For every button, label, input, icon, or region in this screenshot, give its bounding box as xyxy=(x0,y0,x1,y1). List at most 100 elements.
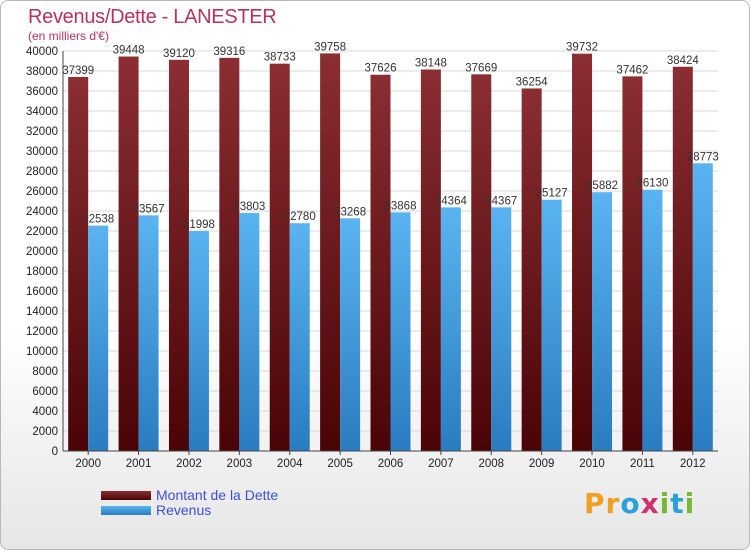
bar-revenus-2012 xyxy=(692,163,713,451)
y-tick-label: 6000 xyxy=(32,386,58,398)
logo-letter: r xyxy=(605,487,621,520)
y-tick-label: 18000 xyxy=(26,266,58,278)
value-label-revenus: 23803 xyxy=(233,201,265,213)
bar-dette-2011 xyxy=(622,76,643,451)
x-tick-label: 2002 xyxy=(176,458,202,470)
bar-dette-2004 xyxy=(269,63,290,452)
x-tick-label: 2008 xyxy=(478,458,504,470)
y-tick-label: 16000 xyxy=(26,286,58,298)
value-label-dette: 39316 xyxy=(213,46,245,58)
x-tick-label: 2005 xyxy=(327,458,353,470)
value-label-revenus: 24367 xyxy=(485,195,517,207)
x-tick-label: 2011 xyxy=(630,458,655,470)
y-tick-label: 8000 xyxy=(32,366,58,378)
value-label-revenus: 23868 xyxy=(385,200,417,212)
y-tick-label: 26000 xyxy=(26,186,58,198)
axes: 0 2000 4000 6000 8000 10000 12000 14000 16000 180… xyxy=(26,46,718,470)
value-label-dette: 39448 xyxy=(113,45,145,57)
bar-revenus-2007 xyxy=(440,207,461,451)
logo-letter: P xyxy=(584,487,606,520)
value-label-revenus: 22538 xyxy=(82,214,114,226)
y-tick-label: 40000 xyxy=(26,46,58,58)
y-tick-label: 30000 xyxy=(26,146,58,158)
y-tick-label: 12000 xyxy=(26,326,58,338)
x-tick-label: 2006 xyxy=(378,458,404,470)
value-label-dette: 37626 xyxy=(365,63,397,75)
value-label-dette: 38424 xyxy=(667,55,700,67)
value-label-revenus: 28773 xyxy=(687,151,719,163)
value-label-dette: 39120 xyxy=(163,48,195,60)
y-tick-label: 4000 xyxy=(32,406,58,418)
value-label-dette: 38733 xyxy=(264,52,296,64)
x-tick-label: 2004 xyxy=(277,458,303,470)
legend-swatch-revenus xyxy=(101,506,151,515)
legend-label-dette: Montant de la Dette xyxy=(156,487,279,503)
y-tick-label: 28000 xyxy=(26,166,58,178)
bar-revenus-2002 xyxy=(188,231,209,451)
bar-revenus-2008 xyxy=(491,207,512,451)
y-tick-label: 22000 xyxy=(26,226,58,238)
bar-revenus-2010 xyxy=(592,192,613,451)
logo-letter: i xyxy=(684,487,696,520)
value-labels: 37399 22538 39448 23567 39120 21998 39316 23803… xyxy=(62,41,719,231)
bar-dette-2006 xyxy=(370,74,391,452)
value-label-dette: 37399 xyxy=(62,65,94,77)
logo-letter: t xyxy=(670,487,685,520)
y-tick-label: 32000 xyxy=(26,126,58,138)
x-tick-label: 2000 xyxy=(75,458,101,470)
chart-subtitle: (en milliers d'€) xyxy=(28,29,109,43)
y-tick-label: 14000 xyxy=(26,306,58,318)
y-tick-label: 2000 xyxy=(32,426,58,438)
y-tick-label: 24000 xyxy=(26,206,58,218)
y-tick-label: 36000 xyxy=(26,86,58,98)
bar-dette-2001 xyxy=(118,56,139,452)
value-label-revenus: 21998 xyxy=(183,219,215,231)
bar-dette-2000 xyxy=(68,77,89,451)
value-label-dette: 39732 xyxy=(566,42,598,54)
value-label-revenus: 23567 xyxy=(133,203,165,215)
bar-revenus-2005 xyxy=(340,218,361,451)
bar-revenus-2004 xyxy=(289,223,310,451)
bar-dette-2003 xyxy=(219,57,240,452)
y-tick-label: 38000 xyxy=(26,66,58,78)
logo-letter: i xyxy=(659,487,671,520)
bar-dette-2005 xyxy=(320,53,341,452)
value-label-revenus: 25882 xyxy=(586,180,618,192)
bar-revenus-2000 xyxy=(88,225,109,451)
bar-dette-2002 xyxy=(168,59,189,452)
y-tick-label: 34000 xyxy=(26,106,58,118)
value-label-revenus: 24364 xyxy=(435,195,468,207)
value-label-revenus: 22780 xyxy=(284,211,316,223)
x-tick-label: 2003 xyxy=(227,458,253,470)
x-tick-label: 2001 xyxy=(126,458,152,470)
x-tick-label: 2012 xyxy=(680,458,706,470)
proxiti-logo: Proxiti xyxy=(584,487,695,520)
value-label-revenus: 25127 xyxy=(536,188,568,200)
x-tick-label: 2010 xyxy=(579,458,605,470)
legend-label-revenus: Revenus xyxy=(156,502,212,518)
bar-revenus-2006 xyxy=(390,212,411,451)
bar-dette-2007 xyxy=(420,69,441,452)
legend-swatch-dette xyxy=(101,491,151,500)
value-label-revenus: 23268 xyxy=(334,206,366,218)
bar-revenus-2011 xyxy=(642,189,663,451)
y-tick-label: 10000 xyxy=(26,346,58,358)
value-label-dette: 38148 xyxy=(415,58,447,70)
bar-revenus-2003 xyxy=(239,212,260,451)
logo-letter: x xyxy=(640,487,660,520)
logo-letter: o xyxy=(620,487,641,520)
bar-dette-2010 xyxy=(572,53,593,452)
bars xyxy=(68,53,713,452)
y-tick-label: 20000 xyxy=(26,246,58,258)
value-label-dette: 36254 xyxy=(516,76,549,88)
x-tick-label: 2009 xyxy=(529,458,555,470)
bar-dette-2008 xyxy=(471,74,492,451)
chart-title: Revenus/Dette - LANESTER xyxy=(28,6,277,28)
y-tick-label: 0 xyxy=(52,446,58,458)
bar-revenus-2009 xyxy=(541,199,562,451)
value-label-revenus: 26130 xyxy=(636,178,668,190)
bar-revenus-2001 xyxy=(138,215,159,451)
value-label-dette: 37669 xyxy=(465,62,497,74)
